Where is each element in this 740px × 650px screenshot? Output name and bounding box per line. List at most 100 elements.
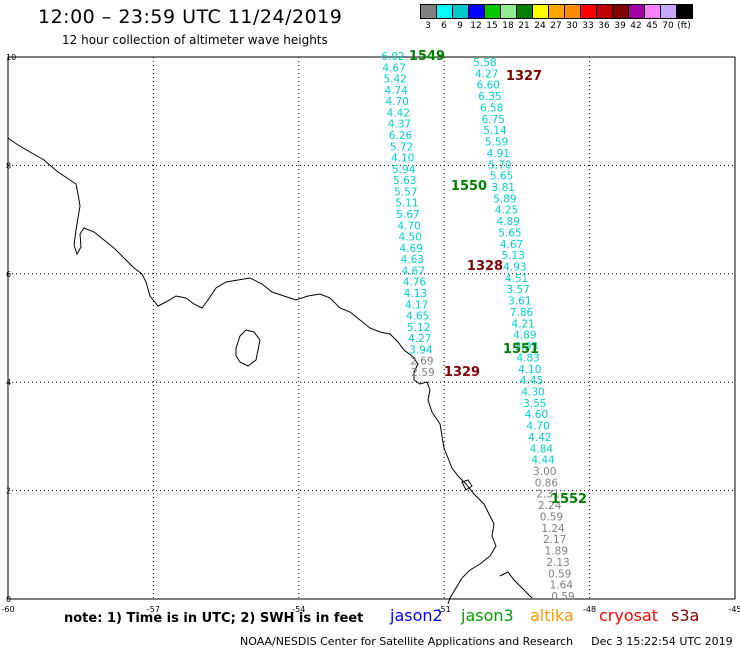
color-scale: 3 6 9 12 15 18 21 24 27 30 33 36 39 42 45 70 (ft) [420,4,693,35]
wave-height-value: 4.21 [511,318,534,330]
wave-track-right: 5.584.276.606.356.586.755.145.594.915.70… [473,57,574,603]
scale-label: 42 [630,21,642,31]
wave-height-value: 6.60 [477,80,500,92]
wave-height-value: 5.57 [394,186,417,198]
coastline [7,137,497,605]
wave-height-value: 4.10 [391,153,414,165]
island-large [235,329,261,367]
wave-height-value: 4.37 [388,119,411,131]
wave-height-value: 3.81 [492,182,515,194]
map-grid [7,56,736,600]
wave-height-value: 5.13 [502,250,525,262]
wave-track-left: 6.024.675.424.744.704.424.376.265.724.10… [381,51,434,379]
wave-height-value: 4.10 [518,364,541,376]
x-tick-label: -48 [583,605,596,614]
color-scale-labels: 3 6 9 12 15 18 21 24 27 30 33 36 39 42 45 70 (ft) [420,21,692,35]
x-tick-label: -45 [728,605,740,614]
scale-label: 6 [441,21,447,31]
wave-height-value: 4.70 [397,220,420,232]
y-tick-label: 0 [6,595,11,604]
scale-label: 18 [502,21,514,31]
wave-height-value: 4.50 [398,232,421,244]
wave-height-value: 5.89 [493,193,516,205]
axis-tick-labels: -60 -57 -54 -51 -48 -45 0 2 4 6 8 10 [1,53,740,614]
wave-height-value: 0.59 [540,511,563,523]
footer-credit: NOAA/NESDIS Center for Satellite Applica… [240,635,574,648]
wave-height-value: 4.74 [385,85,409,97]
pass-label: 1550 [451,179,487,194]
wave-height-value: 0.59 [551,591,574,603]
wave-height-value: 6.75 [482,114,505,126]
pass-label: 1549 [409,49,445,64]
wave-height-value: 4.30 [521,386,544,398]
wave-height-value: 3.94 [409,344,433,356]
wave-height-value: 4.17 [405,299,428,311]
wave-height-value: 5.59 [485,137,508,149]
y-tick-label: 6 [6,270,11,279]
scale-label: 9 [457,21,463,31]
pass-label: 1551 [503,342,539,357]
x-tick-label: -57 [147,605,160,614]
wave-height-value: 3.61 [508,296,531,308]
wave-height-value: 5.58 [473,57,496,69]
mission-legend-altika: altika [530,606,574,625]
scale-label: 15 [486,21,498,31]
mission-legend-jason3: jason3 [461,606,514,625]
wave-height-value: 1.89 [545,546,568,558]
wave-height-value: 4.93 [503,262,526,274]
island-small [461,479,473,491]
wave-height-value: 6.26 [389,130,413,142]
wave-height-value: 4.60 [525,409,548,421]
scale-label: 36 [598,21,610,31]
wave-height-value: 5.65 [498,227,521,239]
wave-height-value: 7.86 [510,307,534,319]
map-frame [7,56,736,600]
wave-height-value: 4.89 [513,330,536,342]
wave-height-value: 4.44 [531,455,555,467]
wave-height-value: 0.86 [535,477,559,489]
wave-height-value: 4.42 [528,432,551,444]
footer: NOAA/NESDIS Center for Satellite Applica… [240,635,733,648]
wave-height-value: 3.93 [515,341,538,353]
wave-height-value: 1.64 [550,580,574,592]
scale-label: 27 [550,21,562,31]
pass-label: 1552 [551,492,587,507]
x-tick-label: -60 [1,605,14,614]
scale-label: 3 [425,21,431,31]
wave-height-value: 4.13 [404,288,427,300]
scale-label: 24 [534,21,546,31]
footer-timestamp: Dec 3 15:22:54 UTC 2019 [591,635,733,648]
wave-height-value: 6.58 [480,102,503,114]
scale-label: 30 [566,21,578,31]
wave-height-value: 4.70 [526,421,549,433]
wave-height-value: 5.70 [488,159,511,171]
wave-height-value: 4.27 [475,68,498,80]
wave-height-value: 2.13 [546,557,569,569]
scale-label: 45 [646,21,658,31]
wave-height-value: 5.12 [407,322,430,334]
wave-height-value: 1.24 [541,523,565,535]
y-tick-label: 2 [6,487,11,496]
x-tick-label: -51 [438,605,451,614]
x-tick-label: -54 [292,605,305,614]
y-tick-label: 4 [6,378,11,387]
wave-height-value: 4.84 [530,443,554,455]
y-tick-label: 8 [6,161,11,170]
wave-height-value: 4.89 [497,216,520,228]
wave-height-value: 5.42 [383,74,406,86]
wave-height-value: 3.00 [533,466,556,478]
wave-height-value: 5.63 [393,175,416,187]
scale-label: 12 [470,21,482,31]
wave-height-value: 2.69 [410,356,433,368]
wave-height-value: 5.14 [483,125,507,137]
pass-label: 1327 [506,69,542,84]
mission-legend-jason2: jason2 [390,606,443,625]
wave-height-value: 5.94 [392,164,416,176]
y-tick-label: 10 [6,53,16,62]
scale-label: 21 [518,21,530,31]
scale-swatch [676,4,693,19]
wave-height-value: 4.63 [401,254,424,266]
wave-height-value: 4.83 [516,352,539,364]
wave-height-value: 6.35 [478,91,501,103]
